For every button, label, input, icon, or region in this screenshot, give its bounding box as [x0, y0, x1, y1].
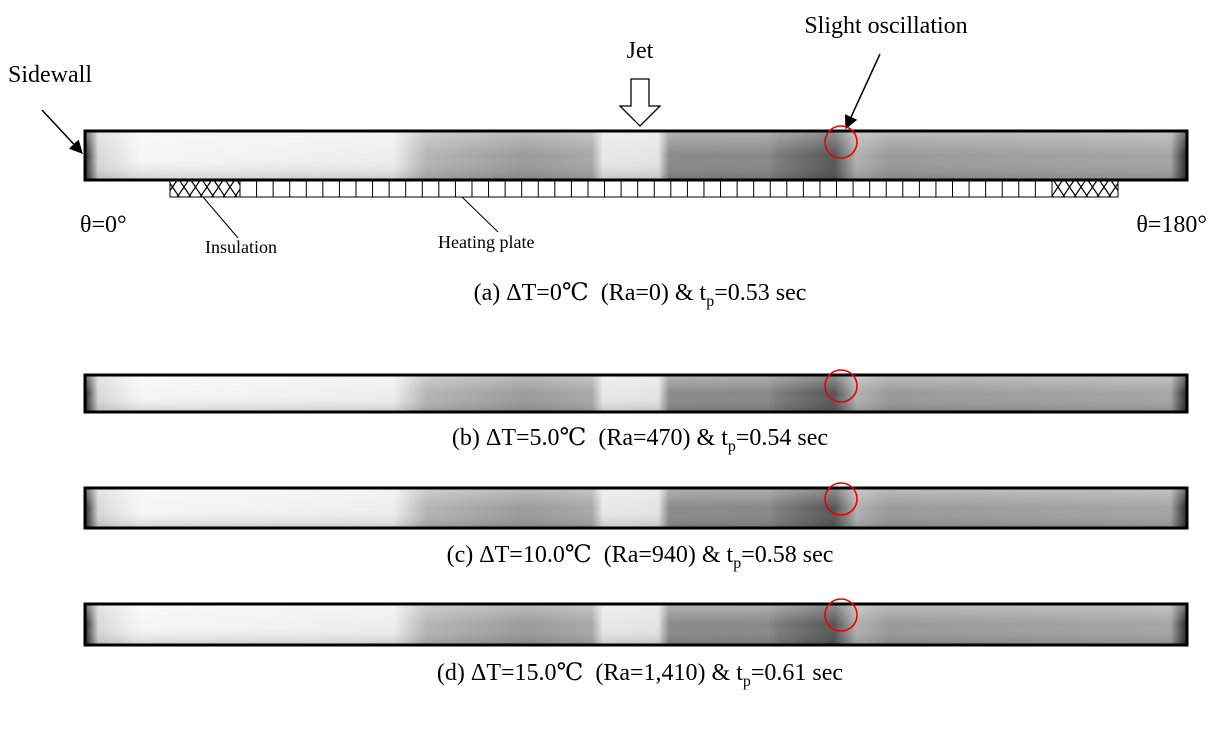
flow-image [83, 598, 1189, 647]
image-frame [83, 129, 1189, 182]
image-shade [85, 131, 1187, 180]
plate-leader [461, 196, 499, 233]
caption-main: (c) ΔT=10.0℃ (Ra=940) & t [447, 542, 734, 568]
oscillation-marker [824, 598, 858, 632]
sidewall-arrow [41, 109, 83, 154]
caption-main: (a) ΔT=0℃ (Ra=0) & t [474, 280, 707, 306]
oscillation-marker [824, 125, 858, 159]
caption-tail: =0.54 sec [736, 425, 828, 451]
insulation-label: Insulation [205, 237, 277, 257]
insulation-block [1051, 179, 1119, 198]
flow-image [83, 125, 1189, 182]
jet-arrow [618, 78, 662, 127]
image-frame [83, 373, 1189, 414]
caption-sub: p [728, 438, 736, 455]
caption-sub: p [706, 293, 714, 310]
caption-tail: =0.53 sec [714, 280, 806, 306]
caption-tail: =0.61 sec [751, 660, 843, 686]
image-shade [85, 375, 1187, 412]
theta-left: θ=0° [80, 212, 127, 238]
caption-main: (b) ΔT=5.0℃ (Ra=470) & t [452, 425, 728, 451]
jet-label: Jet [627, 38, 654, 64]
caption: (d) ΔT=15.0℃ (Ra=1,410) & tp=0.61 sec [437, 660, 843, 690]
oscillation-arrow [844, 53, 881, 130]
sidewall-label: Sidewall [8, 62, 92, 88]
insulation-block [169, 179, 241, 198]
plate-label: Heating plate [438, 232, 534, 252]
flow-image [83, 369, 1189, 414]
plate-body [239, 179, 1053, 198]
caption-main: (d) ΔT=15.0℃ (Ra=1,410) & t [437, 660, 743, 686]
heating-plate [169, 179, 1119, 198]
image-frame [83, 486, 1189, 530]
caption-sub: p [743, 673, 751, 690]
image-frame [83, 602, 1189, 647]
caption: (b) ΔT=5.0℃ (Ra=470) & tp=0.54 sec [452, 425, 828, 455]
oscillation-marker [824, 369, 858, 403]
caption: (c) ΔT=10.0℃ (Ra=940) & tp=0.58 sec [447, 542, 834, 572]
caption-tail: =0.58 sec [741, 542, 833, 568]
caption: (a) ΔT=0℃ (Ra=0) & tp=0.53 sec [474, 280, 807, 310]
oscillation-marker [824, 482, 858, 516]
oscillation-label: Slight oscillation [804, 13, 967, 39]
flow-image [83, 482, 1189, 530]
insulation-leader [202, 196, 239, 239]
caption-sub: p [733, 555, 741, 572]
image-shade [85, 488, 1187, 528]
theta-right: θ=180° [1136, 212, 1207, 238]
image-shade [85, 604, 1187, 645]
